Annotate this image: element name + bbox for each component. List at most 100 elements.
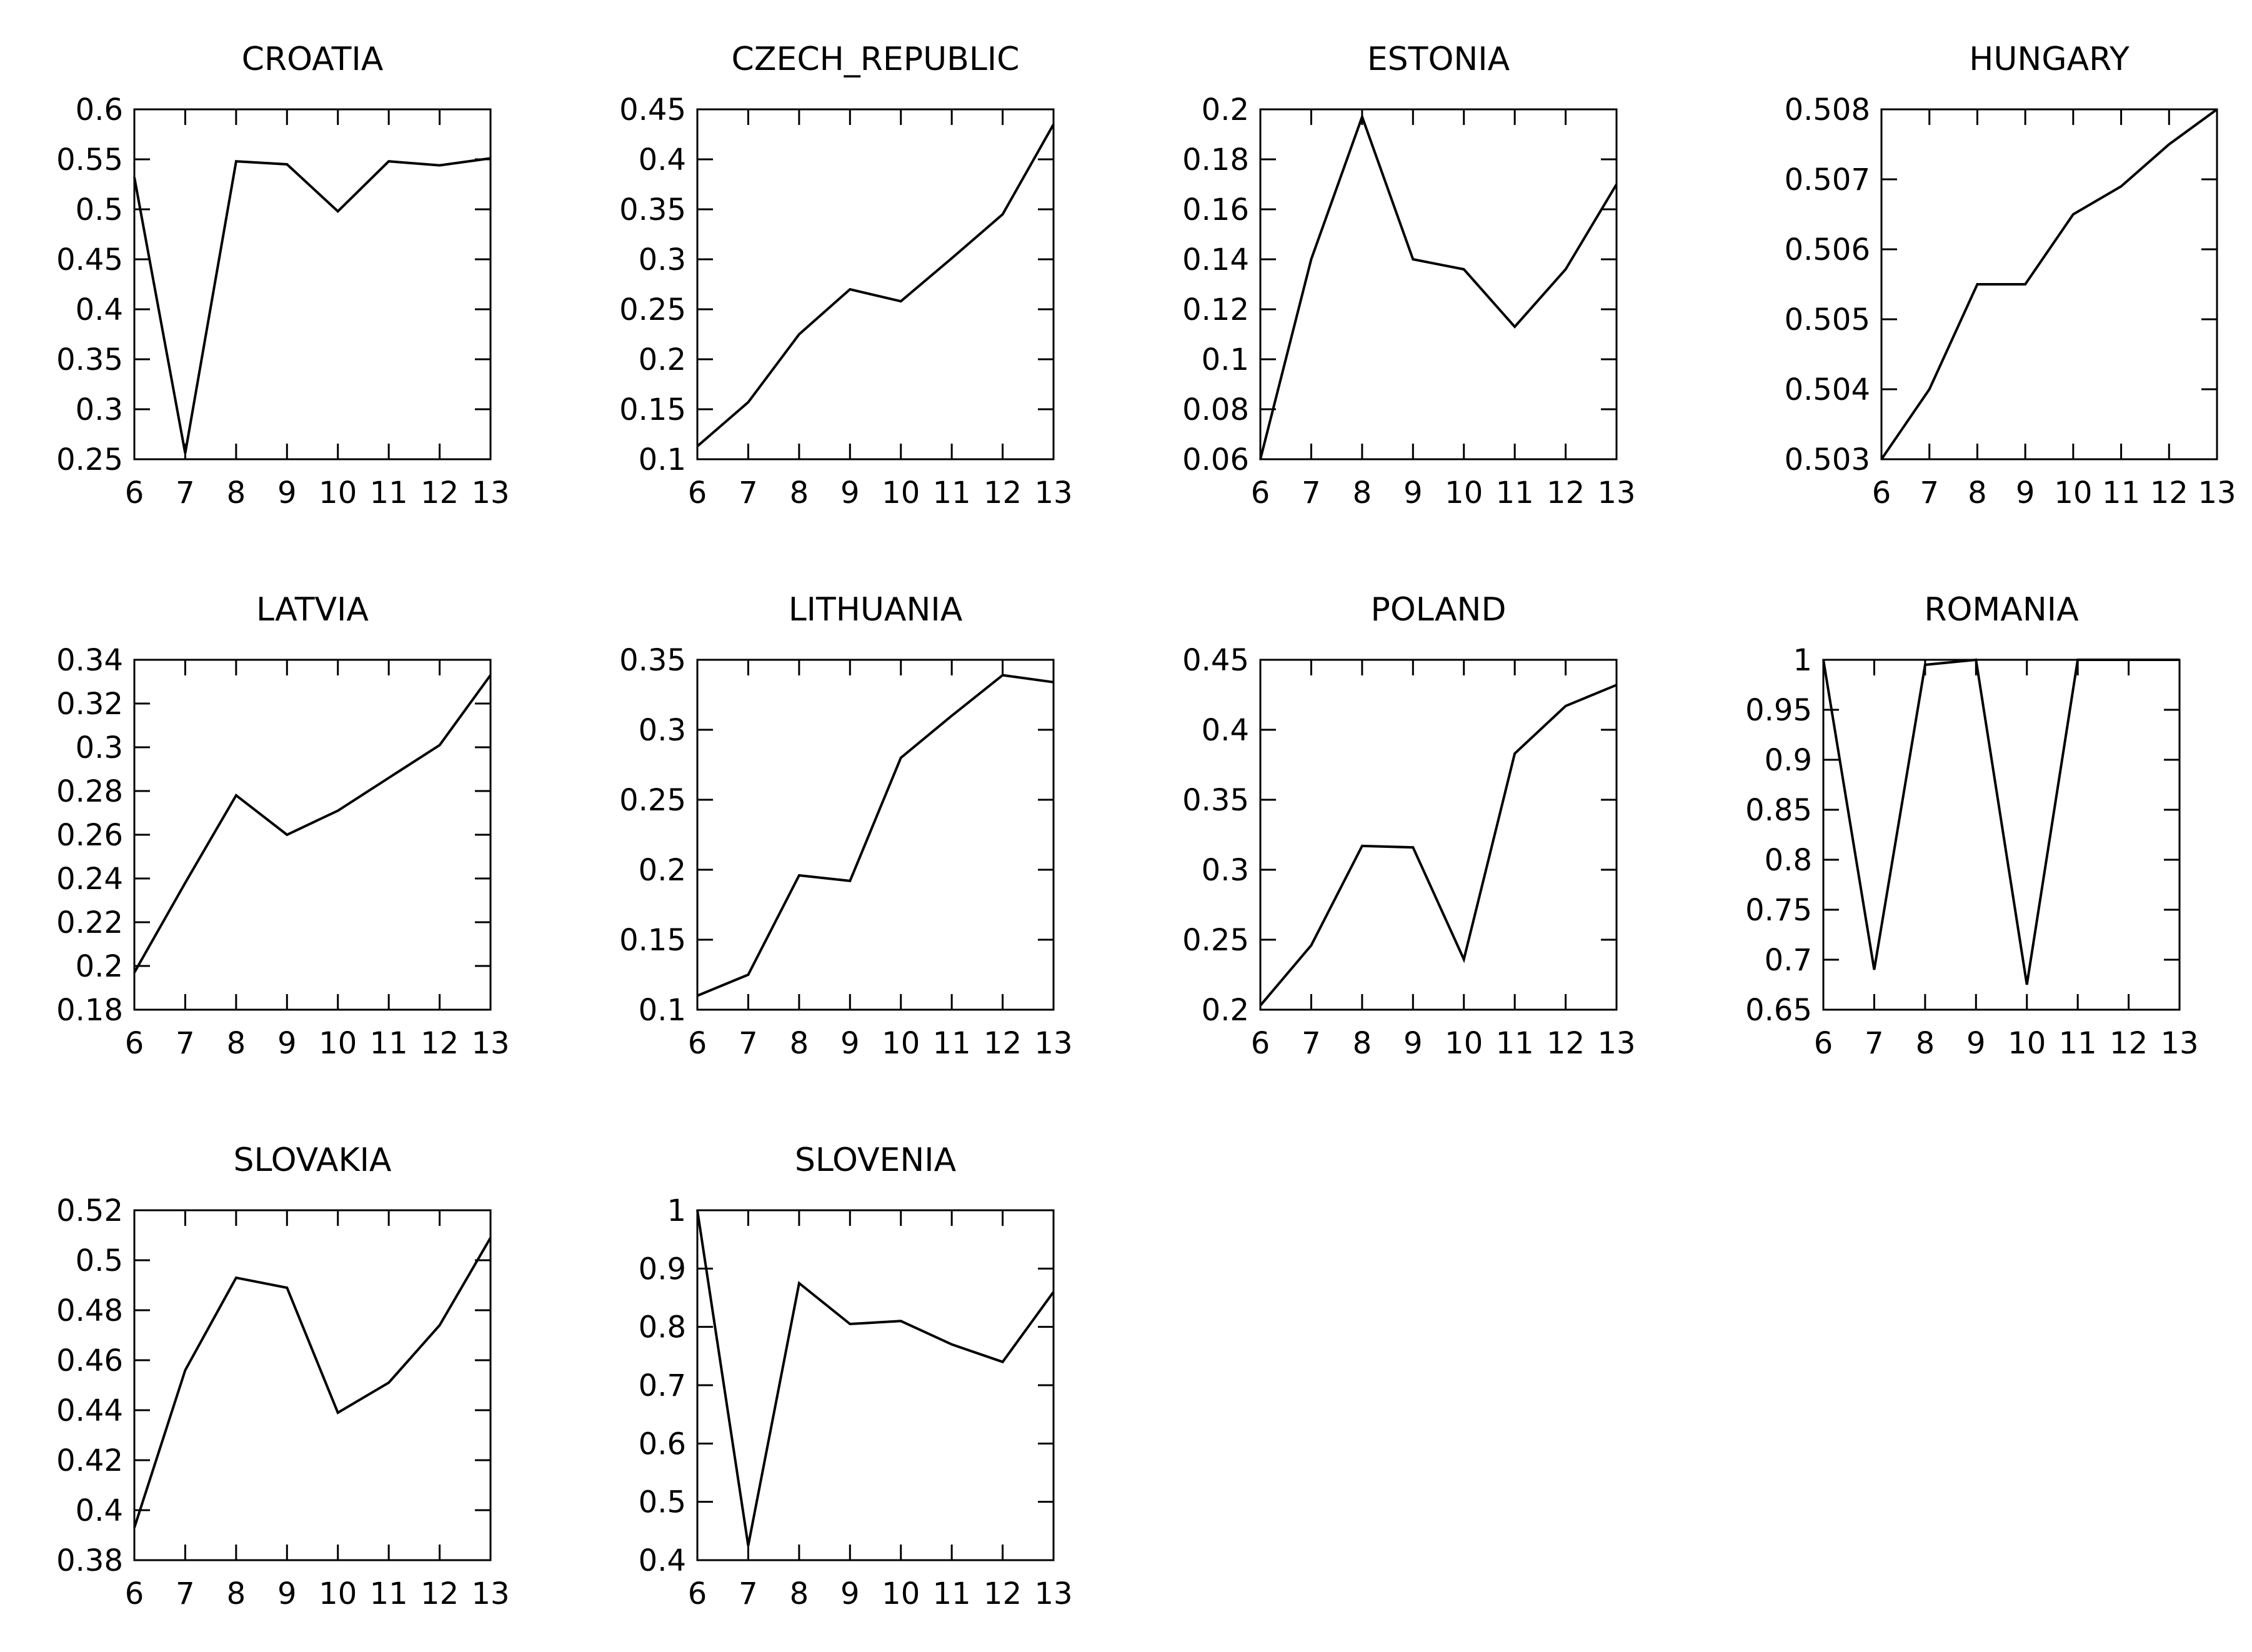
x-tick-label: 12 <box>984 1576 1022 1611</box>
x-tick-label: 7 <box>1865 1026 1884 1061</box>
x-tick-label: 13 <box>1034 1576 1072 1611</box>
x-tick-label: 9 <box>840 475 860 510</box>
y-tick-label: 0.65 <box>1745 993 1812 1028</box>
x-tick-label: 7 <box>1920 475 1939 510</box>
y-tick-label: 0.12 <box>1182 292 1249 327</box>
x-tick-label: 10 <box>882 475 920 510</box>
x-tick-label: 6 <box>1251 475 1270 510</box>
x-tick-label: 8 <box>790 1026 809 1061</box>
plot-title: LITHUANIA <box>789 591 963 629</box>
x-tick-label: 6 <box>125 475 144 510</box>
y-tick-label: 0.1 <box>639 442 686 477</box>
x-tick-label: 7 <box>739 1576 758 1611</box>
x-tick-label: 8 <box>227 1576 246 1611</box>
subplot-latvia: LATVIA 6 7 8 9 10 11 12 13 0.18 0.2 0.22 0.24 0.26 0.2… <box>0 550 563 1101</box>
x-tick-label: 6 <box>1814 1026 1833 1061</box>
y-tick-label: 0.4 <box>76 1493 123 1528</box>
y-tick-label: 0.3 <box>76 730 123 765</box>
x-tick-label: 6 <box>688 475 707 510</box>
y-tick-label: 0.507 <box>1785 162 1870 197</box>
x-tick-label: 9 <box>277 1576 297 1611</box>
y-tick-label: 0.42 <box>56 1443 123 1478</box>
x-tick-label: 10 <box>1445 475 1483 510</box>
y-tick-label: 0.34 <box>56 643 123 678</box>
y-tick-label: 0.45 <box>56 242 123 277</box>
x-tick-label: 8 <box>1353 475 1372 510</box>
y-tick-label: 0.2 <box>1202 993 1249 1028</box>
data-line-hungary <box>1880 108 2218 460</box>
x-tick-label: 11 <box>933 1026 971 1061</box>
y-tick-label: 0.52 <box>56 1193 123 1228</box>
y-tick-label: 0.8 <box>639 1310 686 1345</box>
plot-title: LATVIA <box>256 591 369 629</box>
x-tick-label: 6 <box>688 1026 707 1061</box>
subplot-canvas-hungary: HUNGARY 6 7 8 9 10 11 12 13 0.503 0.504 0.505 0.506 0… <box>1785 41 2236 510</box>
y-tick-label: 0.85 <box>1745 793 1812 828</box>
y-tick-label: 0.35 <box>1182 783 1249 818</box>
y-tick-label: 0.35 <box>619 192 686 227</box>
y-tick-label: 0.46 <box>56 1343 123 1378</box>
x-tick-label: 11 <box>1496 1026 1534 1061</box>
subplot-poland: POLAND 6 7 8 9 10 11 12 13 0.2 0.25 0.3 0.35 0.4 0.45 <box>1126 550 1689 1101</box>
x-tick-label: 10 <box>319 1026 357 1061</box>
subplot-czech-republic: CZECH_REPUBLIC 6 7 8 9 10 11 12 13 0.1 0.15 0.2 0.25… <box>563 0 1126 550</box>
y-tick-label: 0.25 <box>619 292 686 327</box>
x-tick-label: 11 <box>370 1576 408 1611</box>
y-tick-label: 0.22 <box>56 905 123 940</box>
y-tick-label: 0.35 <box>56 342 123 377</box>
subplot-canvas-lithuania: LITHUANIA 6 7 8 9 10 11 12 13 0.1 0.15 0.2 0.25 0.3 0.… <box>619 591 1072 1061</box>
x-tick-label: 12 <box>2150 475 2188 510</box>
x-tick-label: 8 <box>1916 1026 1935 1061</box>
x-tick-label: 12 <box>984 475 1022 510</box>
y-tick-label: 0.45 <box>619 92 686 127</box>
y-tick-label: 0.4 <box>1202 713 1249 748</box>
x-tick-label: 7 <box>176 475 195 510</box>
x-tick-label: 9 <box>840 1576 860 1611</box>
plot-frame <box>133 1209 492 1561</box>
x-tick-label: 9 <box>2016 475 2035 510</box>
x-tick-label: 9 <box>1403 1026 1423 1061</box>
y-tick-label: 0.2 <box>639 342 686 377</box>
y-tick-label: 0.505 <box>1785 302 1870 337</box>
y-tick-label: 0.18 <box>56 993 123 1028</box>
x-tick-label: 6 <box>1872 475 1891 510</box>
x-tick-label: 7 <box>1302 475 1321 510</box>
x-tick-label: 10 <box>882 1576 920 1611</box>
subplot-slovenia: SLOVENIA 6 7 8 9 10 11 12 13 0.4 0.5 0.6 0.7 0.8 0.9 1 <box>563 1101 1126 1651</box>
plot-title: SLOVAKIA <box>234 1142 392 1179</box>
plot-frame <box>1259 659 1618 1011</box>
plot-frame <box>696 659 1055 1011</box>
x-tick-label: 13 <box>1034 1026 1072 1061</box>
data-line-slovenia <box>696 1210 1055 1546</box>
x-tick-label: 10 <box>882 1026 920 1061</box>
x-tick-label: 7 <box>176 1576 195 1611</box>
x-tick-label: 7 <box>739 475 758 510</box>
y-tick-label: 0.1 <box>1202 342 1249 377</box>
plot-frame <box>133 108 492 460</box>
y-tick-label: 0.55 <box>56 142 123 177</box>
x-tick-label: 13 <box>471 1576 509 1611</box>
plot-title: CZECH_REPUBLIC <box>732 41 1020 78</box>
subplot-canvas-latvia: LATVIA 6 7 8 9 10 11 12 13 0.18 0.2 0.22 0.24 0.26 0.2… <box>56 591 509 1061</box>
x-tick-label: 11 <box>370 475 408 510</box>
plot-frame <box>696 1209 1055 1561</box>
subplot-lithuania: LITHUANIA 6 7 8 9 10 11 12 13 0.1 0.15 0.2 0.25 0.3 0.… <box>563 550 1126 1101</box>
x-tick-label: 9 <box>840 1026 860 1061</box>
y-tick-label: 0.2 <box>76 949 123 984</box>
x-tick-label: 13 <box>1034 475 1072 510</box>
plot-frame <box>1880 108 2218 460</box>
plot-title: ROMANIA <box>1924 591 2079 629</box>
x-tick-label: 11 <box>2102 475 2140 510</box>
y-tick-label: 0.9 <box>1765 743 1812 778</box>
x-tick-label: 6 <box>125 1026 144 1061</box>
x-tick-label: 9 <box>1403 475 1423 510</box>
subplot-canvas-poland: POLAND 6 7 8 9 10 11 12 13 0.2 0.25 0.3 0.35 0.4 0.45 <box>1182 591 1635 1061</box>
y-tick-label: 0.8 <box>1765 843 1812 878</box>
y-tick-label: 0.75 <box>1745 893 1812 928</box>
y-tick-label: 0.5 <box>639 1485 686 1520</box>
y-tick-label: 0.3 <box>639 242 686 277</box>
x-tick-label: 13 <box>2198 475 2236 510</box>
y-tick-label: 0.5 <box>76 1243 123 1278</box>
x-tick-label: 12 <box>1547 475 1585 510</box>
